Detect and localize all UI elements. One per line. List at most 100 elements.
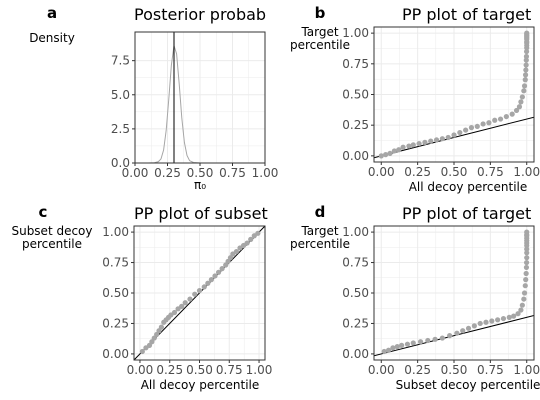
y-tick-label: 1.00 <box>102 225 129 239</box>
data-point <box>212 273 218 279</box>
grid <box>374 27 534 162</box>
data-point <box>381 348 387 355</box>
data-point <box>523 62 529 68</box>
data-point <box>179 303 185 309</box>
x-tick-label: 0.75 <box>216 363 243 377</box>
data-point <box>196 287 203 294</box>
chart-title: PP plot of target <box>402 5 531 24</box>
data-point <box>500 315 507 322</box>
data-point <box>523 259 530 266</box>
data-point <box>522 77 528 83</box>
x-tick-label: 1.00 <box>513 165 540 179</box>
x-tick-label: 0.75 <box>219 166 246 180</box>
y-tick-label: 0.50 <box>342 286 369 300</box>
data-point <box>521 83 528 89</box>
y-axis-label: percentile <box>22 237 82 251</box>
y-axis-label: Subset decoy <box>11 224 92 238</box>
data-point <box>233 248 240 255</box>
data-point <box>139 348 145 355</box>
y-tick-label: 2.5 <box>111 122 130 136</box>
x-tick-label: 0.25 <box>156 363 183 377</box>
data-point <box>523 264 530 271</box>
data-point <box>385 347 392 353</box>
data-point <box>523 57 529 63</box>
data-point <box>454 330 460 336</box>
x-tick-label: 0.00 <box>368 165 395 179</box>
data-point <box>255 230 261 236</box>
data-point <box>522 283 528 289</box>
y-tick-label: 0.75 <box>342 256 369 270</box>
y-tick-label: 0.00 <box>342 149 369 163</box>
data-point <box>506 314 512 320</box>
data-point <box>518 99 524 105</box>
data-point <box>524 229 530 235</box>
data-point <box>468 125 475 131</box>
data-point <box>518 307 524 313</box>
y-tick-label: 0.75 <box>102 256 129 270</box>
x-axis-label: Subset decoy percentile <box>396 378 540 392</box>
data-point <box>158 324 164 330</box>
data-point <box>516 104 523 110</box>
data-point <box>406 143 412 149</box>
data-point <box>383 152 389 158</box>
y-tick-label: 0.50 <box>102 286 129 300</box>
x-tick-label: 1.00 <box>252 166 279 180</box>
data-point <box>523 277 529 283</box>
y-tick-label: 0.25 <box>342 316 369 330</box>
data-point <box>503 113 509 120</box>
y-tick-label: 0.25 <box>342 118 369 132</box>
data-point <box>471 323 477 329</box>
data-point <box>416 140 422 147</box>
data-point <box>523 53 530 60</box>
data-point <box>433 137 440 143</box>
data-point <box>523 48 530 55</box>
panel-letter: b <box>315 4 326 22</box>
panel-b: 0.00 0.25 0.50 0.75 1.00 0.00 0.25 0.50 0.75 1.00… <box>290 4 540 194</box>
data-point <box>477 320 483 327</box>
y-tick-label: 5.0 <box>111 88 130 102</box>
x-tick-label: 0.75 <box>477 363 504 377</box>
data-point <box>428 138 434 144</box>
data-point <box>439 335 445 341</box>
x-axis-label: All decoy percentile <box>141 378 260 392</box>
data-point <box>396 147 402 153</box>
panel-c: 0.00 0.25 0.50 0.75 1.000.000.250.500.751.00… <box>11 203 272 392</box>
data-point <box>447 333 453 339</box>
data-layer <box>374 229 534 357</box>
data-point <box>521 296 527 302</box>
x-tick-label: 1.00 <box>246 363 273 377</box>
data-point <box>215 269 222 275</box>
data-point <box>248 236 254 242</box>
data-point <box>208 277 215 283</box>
data-point <box>400 144 406 150</box>
data-point <box>492 117 498 123</box>
data-point <box>513 107 520 114</box>
y-axis-label: percentile <box>290 237 350 251</box>
data-point <box>410 340 416 346</box>
data-point <box>519 302 525 308</box>
data-point <box>182 300 188 306</box>
data-point <box>205 280 211 286</box>
x-tick-label: 0.00 <box>122 166 149 180</box>
panel-letter: a <box>47 4 57 22</box>
data-point <box>522 72 529 78</box>
reference-line <box>374 315 534 357</box>
chart-title: Posterior probab <box>134 5 266 24</box>
y-tick-label: 1.00 <box>342 225 369 239</box>
x-tick-label: 1.00 <box>513 363 540 377</box>
y-axis-label: Target <box>300 224 338 238</box>
data-point <box>244 240 250 246</box>
data-point <box>387 150 393 157</box>
data-point <box>439 136 445 142</box>
x-tick-label: 0.50 <box>187 166 214 180</box>
data-point <box>486 120 492 126</box>
data-point <box>497 116 504 122</box>
data-point <box>390 345 396 351</box>
panel-letter: c <box>39 203 48 221</box>
data-point <box>445 134 451 141</box>
data-point <box>524 30 530 36</box>
y-axis-label: Density <box>29 31 75 45</box>
y-tick-label: 1.00 <box>342 26 369 40</box>
panel-d: 0.00 0.25 0.50 0.75 1.00 0.00 0.25 0.50 0.75 1.00… <box>290 203 540 392</box>
